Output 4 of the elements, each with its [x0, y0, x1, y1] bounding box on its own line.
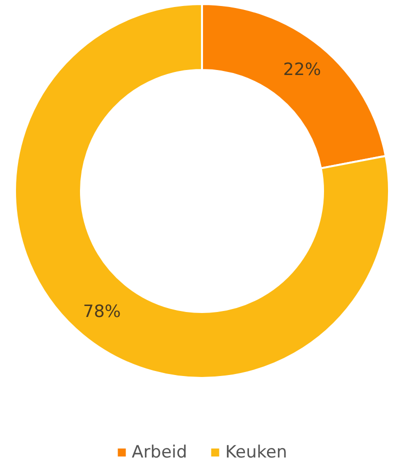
legend-label: Keuken — [225, 442, 288, 462]
legend-label: Arbeid — [132, 442, 188, 462]
data-label: 22% — [283, 60, 321, 80]
data-label: 78% — [83, 302, 121, 322]
